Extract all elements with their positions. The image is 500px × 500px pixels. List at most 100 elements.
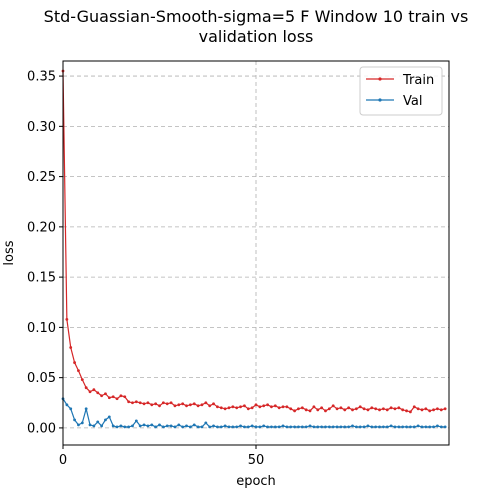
- train-point-8: [92, 388, 96, 392]
- val-point-88: [401, 425, 405, 429]
- train-point-52: [262, 404, 266, 408]
- val-point-68: [324, 425, 327, 429]
- x-tick-label-1: 50: [248, 453, 265, 468]
- val-point-63: [304, 425, 308, 429]
- train-point-97: [436, 407, 439, 411]
- train-point-93: [420, 408, 424, 412]
- val-point-73: [343, 425, 347, 429]
- train-point-60: [293, 409, 296, 413]
- y-tick-label-7: 0.35: [27, 70, 56, 85]
- legend-val-label: Val: [403, 94, 422, 109]
- val-point-18: [131, 424, 134, 428]
- val-point-67: [320, 425, 324, 429]
- val-point-86: [393, 425, 397, 429]
- val-point-85: [389, 424, 393, 428]
- train-point-87: [397, 406, 401, 410]
- train-point-62: [300, 406, 304, 410]
- y-tick-label-4: 0.20: [27, 220, 56, 235]
- val-point-15: [119, 424, 123, 428]
- val-point-80: [370, 425, 374, 429]
- train-point-74: [347, 406, 351, 410]
- val-point-30: [177, 423, 181, 427]
- train-point-1: [65, 317, 69, 321]
- train-point-99: [443, 407, 447, 411]
- val-point-23: [150, 423, 154, 427]
- val-point-55: [273, 425, 277, 429]
- train-point-46: [239, 405, 242, 409]
- val-point-27: [165, 424, 169, 428]
- val-point-93: [420, 425, 424, 429]
- val-point-97: [436, 424, 439, 428]
- val-point-26: [161, 425, 165, 429]
- val-point-32: [185, 424, 188, 428]
- train-point-12: [107, 396, 111, 400]
- series-layer: [61, 69, 447, 429]
- val-point-77: [358, 425, 362, 429]
- train-point-29: [173, 404, 177, 408]
- train-point-35: [196, 404, 200, 408]
- val-point-31: [181, 425, 185, 429]
- train-point-14: [115, 397, 119, 401]
- val-point-90: [409, 425, 412, 429]
- train-point-40: [216, 405, 219, 409]
- train-point-51: [258, 405, 262, 409]
- val-point-29: [173, 425, 177, 429]
- train-point-24: [154, 402, 158, 406]
- train-point-82: [378, 408, 381, 412]
- val-point-76: [354, 425, 358, 429]
- train-point-98: [439, 408, 443, 412]
- val-point-12: [107, 415, 111, 419]
- axis-ticks: 0.00 0.05 0.10 0.15 0.20 0.25 0.30 0.35 0 50: [27, 70, 264, 468]
- val-point-51: [258, 425, 262, 429]
- train-point-71: [335, 407, 339, 411]
- train-point-32: [185, 404, 188, 408]
- val-point-45: [235, 425, 239, 429]
- train-point-34: [192, 402, 196, 406]
- train-point-45: [235, 406, 239, 410]
- train-point-10: [100, 394, 103, 398]
- val-point-69: [327, 425, 331, 429]
- val-point-84: [385, 425, 389, 429]
- val-point-36: [200, 425, 204, 429]
- train-point-7: [88, 390, 92, 394]
- val-point-46: [239, 424, 242, 428]
- val-point-37: [204, 421, 208, 425]
- train-point-70: [331, 404, 335, 408]
- val-point-66: [316, 425, 320, 429]
- val-point-25: [158, 423, 161, 427]
- train-point-41: [219, 406, 223, 410]
- train-point-31: [181, 402, 185, 406]
- train-point-37: [204, 401, 208, 405]
- train-point-25: [158, 404, 161, 408]
- train-point-44: [231, 405, 235, 409]
- train-point-83: [381, 407, 385, 411]
- y-axis-label: loss: [2, 240, 17, 265]
- train-point-15: [119, 394, 123, 398]
- train-point-69: [327, 407, 331, 411]
- val-point-9: [96, 420, 100, 424]
- val-point-81: [374, 425, 378, 429]
- train-point-50: [254, 403, 258, 407]
- train-point-81: [374, 407, 378, 411]
- train-point-6: [84, 386, 88, 390]
- train-point-27: [165, 402, 169, 406]
- train-point-39: [212, 402, 215, 406]
- val-point-41: [219, 425, 223, 429]
- val-point-87: [397, 425, 401, 429]
- val-point-33: [188, 425, 192, 429]
- train-point-58: [285, 405, 289, 409]
- train-point-26: [161, 401, 165, 405]
- val-point-99: [443, 425, 447, 429]
- train-point-48: [246, 407, 250, 411]
- legend-val-marker: [378, 98, 382, 102]
- val-point-10: [100, 424, 103, 428]
- val-point-13: [111, 424, 115, 428]
- val-point-24: [154, 425, 158, 429]
- val-point-89: [405, 425, 408, 429]
- train-point-13: [111, 395, 115, 399]
- val-point-53: [266, 425, 269, 429]
- val-point-71: [335, 425, 339, 429]
- train-point-94: [424, 407, 428, 411]
- train-point-59: [289, 407, 293, 411]
